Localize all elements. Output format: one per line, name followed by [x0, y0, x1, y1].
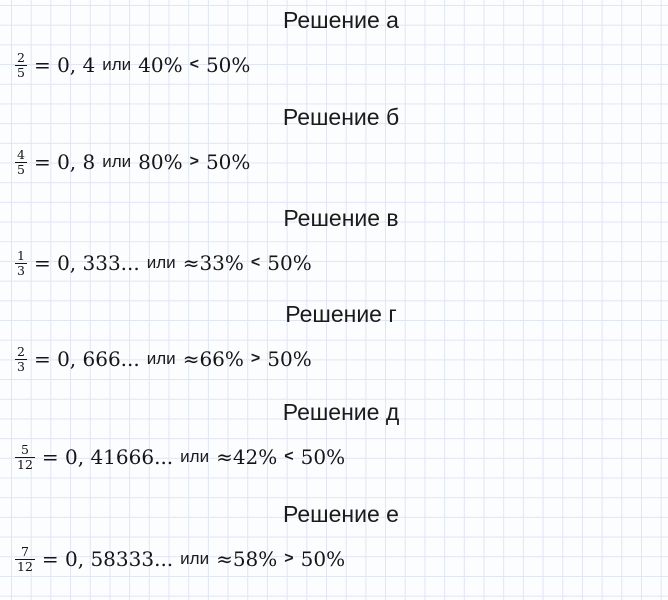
decimal-value: = 0, 41666...: [41, 445, 174, 470]
percent-left: ≈58%: [216, 547, 278, 572]
fraction-numerator: 2: [17, 344, 25, 359]
equation-line: 7 12 = 0, 58333... или ≈58% > 50%: [0, 545, 668, 574]
equation-line: 5 12 = 0, 41666... или ≈42% < 50%: [0, 443, 668, 472]
solution-heading: Решение б: [282, 104, 400, 130]
fraction: 7 12: [15, 545, 35, 574]
equation-line: 2 3 = 0, 666... или ≈66% > 50%: [0, 345, 668, 374]
solution-heading: Решение а: [283, 7, 399, 33]
comparison-operator: >: [189, 153, 199, 171]
fraction-numerator: 7: [20, 544, 29, 559]
comparison-operator: >: [250, 350, 261, 368]
percent-left: ≈33%: [182, 251, 244, 276]
percent-left: 40%: [138, 53, 183, 78]
percent-right: 50%: [267, 347, 312, 372]
fraction-numerator: 4: [17, 147, 25, 162]
fraction-numerator: 5: [20, 442, 29, 457]
percent-right: 50%: [300, 445, 346, 470]
solution-section-g: Решение г 2 3 = 0, 666... или ≈66% > 50%: [0, 300, 668, 374]
solution-section-e: Решение е 7 12 = 0, 58333... или ≈58% > …: [0, 500, 668, 574]
fraction: 4 5: [15, 148, 27, 177]
solution-heading: Решение в: [283, 205, 399, 231]
solution-heading: Решение д: [282, 399, 400, 425]
fraction-denominator: 5: [15, 161, 27, 177]
comparison-operator: <: [284, 448, 294, 466]
fraction-denominator: 5: [15, 64, 27, 80]
percent-left: ≈42%: [216, 445, 278, 470]
decimal-value: = 0, 333...: [33, 251, 140, 276]
equation-line: 4 5 = 0, 8 или 80% > 50%: [0, 148, 668, 177]
fraction: 5 12: [15, 443, 35, 472]
fraction: 1 3: [15, 249, 27, 278]
comparison-operator: <: [250, 254, 261, 272]
comparison-operator: >: [284, 550, 294, 568]
percent-right: 50%: [300, 547, 346, 572]
connector-word: или: [146, 349, 176, 369]
fraction-denominator: 12: [15, 456, 35, 472]
fraction-numerator: 2: [17, 50, 25, 65]
connector-word: или: [146, 253, 176, 273]
solution-section-d: Решение д 5 12 = 0, 41666... или ≈42% < …: [0, 398, 668, 472]
decimal-value: = 0, 4: [33, 53, 96, 78]
connector-word: или: [180, 447, 210, 467]
fraction: 2 5: [15, 51, 27, 80]
comparison-operator: <: [189, 56, 199, 74]
connector-word: или: [102, 55, 132, 75]
percent-right: 50%: [205, 53, 251, 78]
decimal-value: = 0, 666...: [33, 347, 140, 372]
fraction-numerator: 1: [17, 248, 25, 263]
fraction-denominator: 3: [15, 358, 27, 374]
solution-heading: Решение е: [283, 501, 399, 527]
solution-section-a: Решение а 2 5 = 0, 4 или 40% < 50%: [0, 6, 668, 80]
equation-line: 2 5 = 0, 4 или 40% < 50%: [0, 51, 668, 80]
fraction-denominator: 12: [15, 558, 35, 574]
fraction-denominator: 3: [15, 262, 27, 278]
percent-left: 80%: [138, 150, 183, 175]
percent-right: 50%: [205, 150, 251, 175]
solution-heading: Решение г: [285, 301, 397, 327]
solution-section-b: Решение б 4 5 = 0, 8 или 80% > 50%: [0, 103, 668, 177]
solution-section-v: Решение в 1 3 = 0, 333... или ≈33% < 50%: [0, 204, 668, 278]
percent-right: 50%: [267, 251, 312, 276]
percent-left: ≈66%: [182, 347, 244, 372]
fraction: 2 3: [15, 345, 27, 374]
connector-word: или: [102, 152, 132, 172]
equation-line: 1 3 = 0, 333... или ≈33% < 50%: [0, 249, 668, 278]
decimal-value: = 0, 58333...: [41, 547, 174, 572]
connector-word: или: [180, 549, 210, 569]
decimal-value: = 0, 8: [33, 150, 96, 175]
